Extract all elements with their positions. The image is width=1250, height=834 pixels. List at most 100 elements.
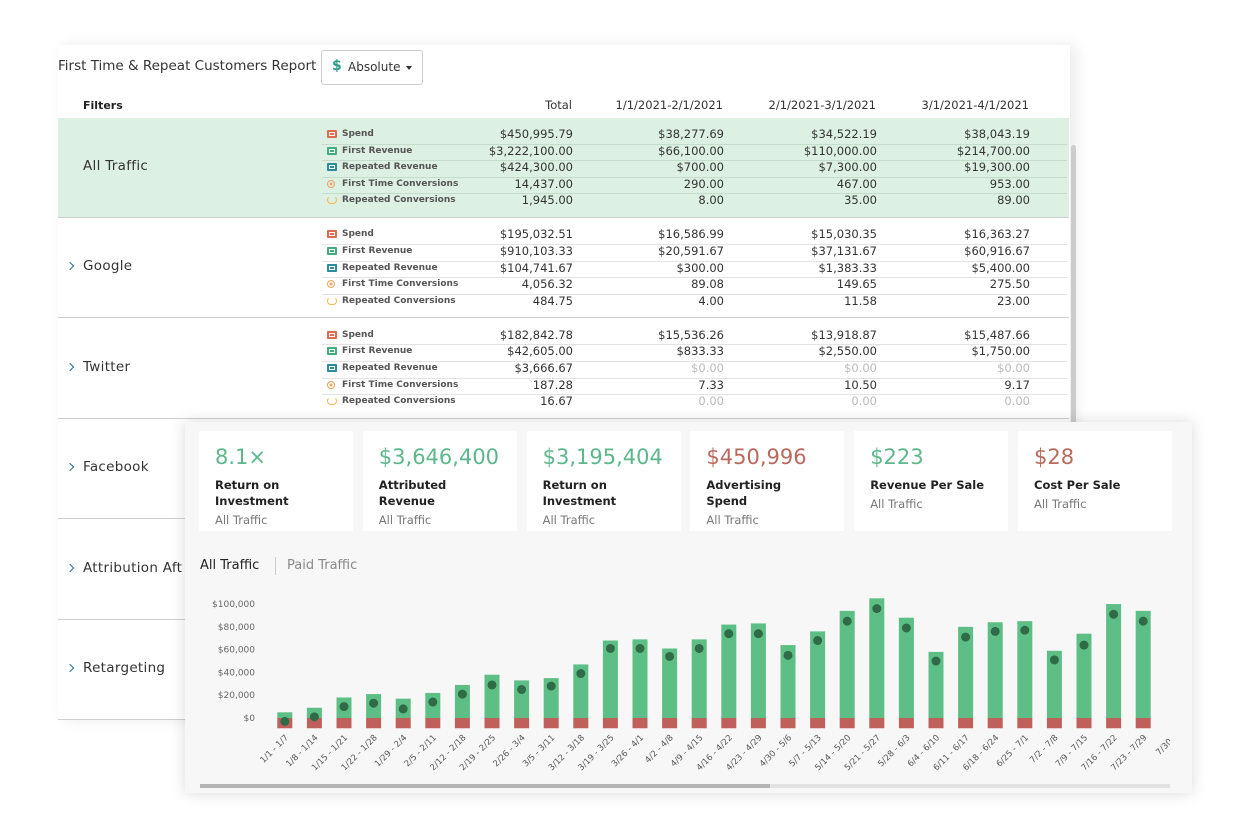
metric-label: Spend (342, 329, 374, 340)
cell-value: $20,591.67 (658, 244, 724, 258)
metric-icon (327, 380, 335, 389)
cell-value: $7,300.00 (818, 160, 877, 175)
dot (931, 656, 941, 666)
cell-value: $2,550.00 (818, 344, 877, 359)
cell-value: $13,918.87 (811, 327, 877, 342)
mode-button[interactable]: $ Absolute (321, 50, 423, 85)
dot (961, 632, 971, 642)
bar (632, 639, 648, 719)
group-row[interactable] (58, 318, 1069, 419)
dot (339, 702, 349, 712)
metric-label: First Revenue (342, 346, 413, 357)
metric-label: Repeated Revenue (342, 262, 438, 273)
row-separator (322, 377, 1067, 379)
tab[interactable]: Paid Traffic (287, 558, 358, 573)
cell-value: 7.33 (698, 377, 724, 392)
dot (280, 716, 290, 726)
dot (369, 698, 379, 708)
dot (872, 604, 882, 614)
cell-value: $38,043.19 (964, 127, 1030, 141)
cell-value: 9.17 (1004, 377, 1030, 392)
row-separator (322, 260, 1067, 262)
dot (546, 681, 556, 691)
bar (721, 624, 737, 719)
kpi-value: $28 (1034, 445, 1075, 469)
bar (869, 598, 885, 719)
cell-value: 290.00 (683, 176, 724, 191)
x-tick-label: 3/26 - 4/1 (610, 733, 646, 769)
metric-label: Repeated Revenue (342, 162, 438, 173)
cell-value: 484.75 (532, 293, 573, 308)
dot (487, 680, 497, 690)
bar (1046, 650, 1062, 719)
report-scrollbar (1071, 145, 1076, 425)
cell-value: 10.50 (844, 377, 877, 392)
bar (898, 718, 914, 729)
cell-value: $66,100.00 (658, 143, 724, 158)
bar (780, 718, 796, 729)
group-name: All Traffic (83, 158, 149, 174)
kpi-card: $3,195,404 Return on Investment All Traffi… (526, 431, 681, 531)
tab[interactable]: All Traffic (200, 558, 260, 573)
metric-icon (327, 230, 337, 239)
cell-value: 4.00 (698, 293, 724, 308)
cell-value: 187.28 (532, 377, 573, 392)
column-header: Filters (83, 99, 123, 112)
bar (780, 645, 796, 719)
metric-label: First Time Conversions (342, 178, 459, 189)
cell-value: 4,056.32 (521, 277, 573, 292)
bar (395, 718, 411, 729)
cell-value: $1,750.00 (971, 344, 1030, 359)
metric-label: Repeated Conversions (342, 195, 456, 206)
cell-value: 8.00 (698, 193, 724, 208)
dot (813, 636, 823, 646)
y-tick-label: $20,000 (218, 691, 255, 701)
bar (958, 718, 974, 729)
cell-value: $182,842.78 (499, 327, 573, 342)
cell-value: $833.33 (676, 344, 724, 359)
caret (406, 66, 412, 70)
cell-value: $214,700.00 (956, 143, 1030, 158)
bar (898, 617, 914, 719)
metric-icon (327, 347, 337, 356)
cell-value: 11.58 (844, 293, 877, 308)
metric-icon (327, 330, 337, 339)
kpi-value: $3,646,400 (378, 445, 500, 469)
bar (1046, 718, 1062, 729)
column-header: 3/1/2021-4/1/2021 (921, 98, 1029, 112)
mode-label: Absolute (348, 60, 401, 74)
cell-value: $195,032.51 (499, 227, 573, 242)
dot (635, 643, 645, 653)
group-name: Facebook (83, 459, 149, 476)
y-tick-label: $60,000 (218, 646, 255, 656)
dot (1020, 625, 1030, 635)
dot (605, 643, 615, 653)
cell-value: $424,300.00 (499, 160, 573, 175)
cell-value: 89.00 (997, 193, 1030, 208)
row-separator (322, 293, 1067, 295)
kpi-card: $3,646,400 Attributed Revenue All Traffic (362, 431, 517, 531)
kpi-value: $450,996 (706, 445, 807, 469)
kpi-label: Advertising Spend (706, 478, 782, 508)
cell-value: $0.00 (844, 361, 877, 375)
bar (454, 718, 470, 729)
bar (958, 626, 974, 719)
cell-value: $15,030.35 (811, 227, 877, 242)
kpi-card: $223 Revenue Per Sale All Traffic (854, 431, 1009, 531)
kpi-label: Return on Investment (215, 478, 289, 508)
metric-label: Repeated Conversions (342, 295, 456, 306)
row-separator (322, 361, 1067, 362)
cell-value: 14,437.00 (514, 176, 573, 191)
dot (783, 650, 793, 660)
cell-value: $19,300.00 (964, 160, 1030, 175)
metric-icon (327, 263, 337, 272)
dot (753, 629, 763, 639)
cell-value: 0.00 (851, 394, 877, 409)
dot (694, 643, 704, 653)
cell-value: $910,103.33 (499, 244, 573, 258)
group-name: Google (83, 258, 133, 275)
group-row[interactable] (58, 118, 1069, 218)
dot (428, 697, 438, 707)
group-row[interactable] (58, 218, 1069, 319)
metric-icon (327, 179, 335, 188)
